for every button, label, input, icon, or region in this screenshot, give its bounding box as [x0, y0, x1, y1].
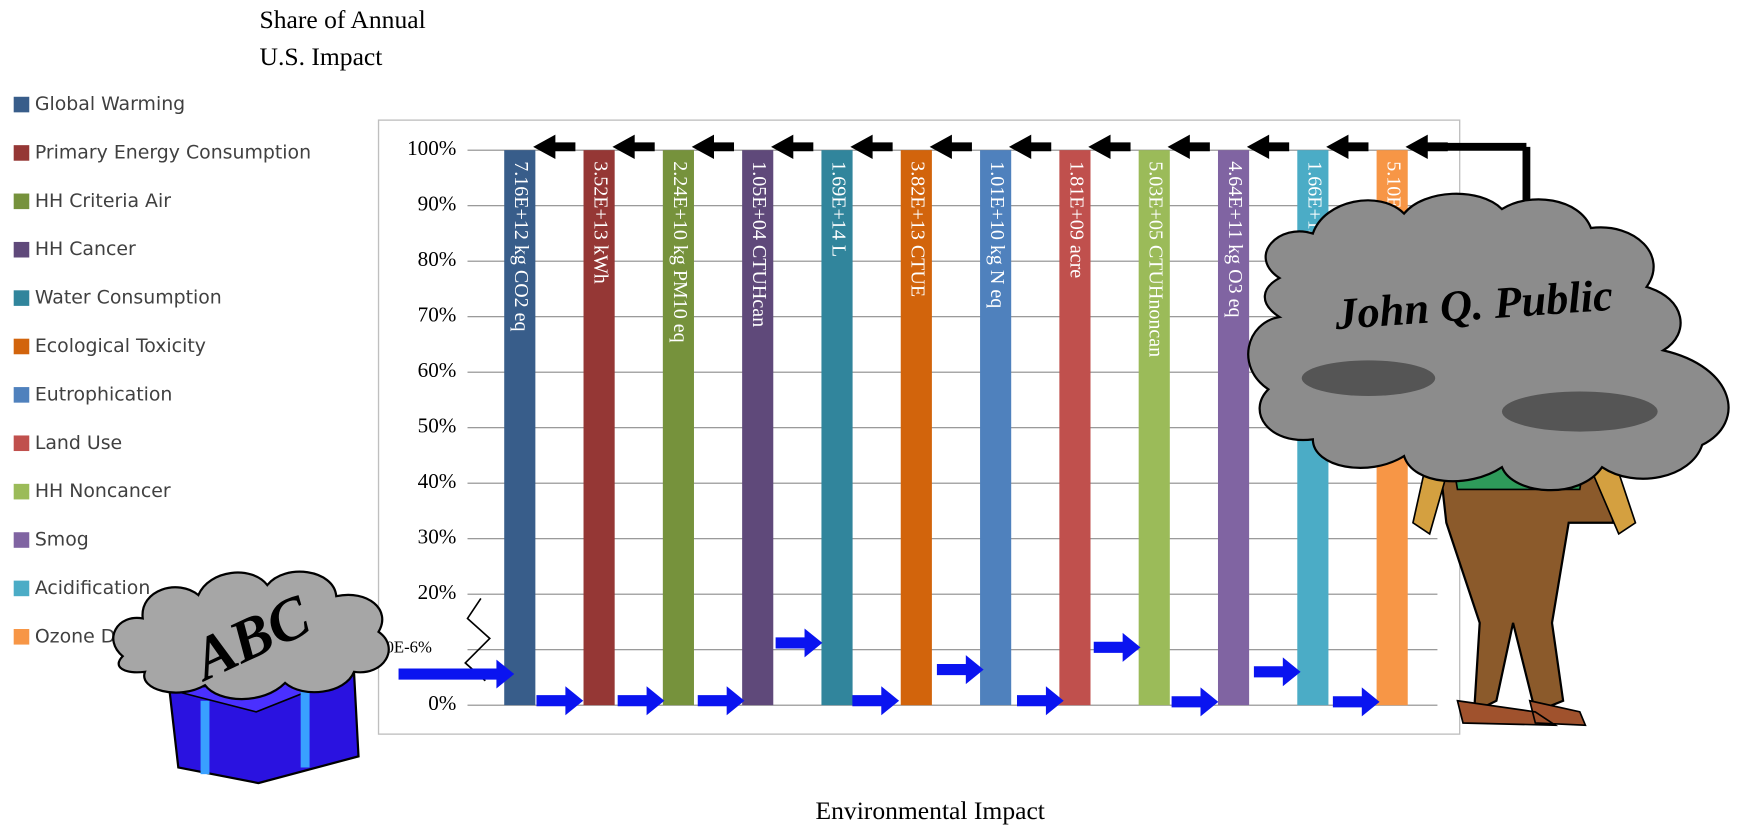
data-label: 3.82E+13 CTUE [907, 161, 929, 297]
blue-arrow [697, 686, 745, 716]
data-label: 4.64E+11 kg O3 eq [1224, 161, 1246, 317]
y-axis-label: Share of Annual [260, 5, 426, 34]
blue-arrow [936, 655, 984, 685]
black-arrow [691, 134, 735, 160]
blue-arrow [1016, 686, 1064, 716]
bar [1217, 150, 1250, 706]
bar [504, 150, 536, 706]
black-arrow [771, 134, 814, 160]
y-tick-label: 0% [428, 691, 456, 715]
legend-label: HH Noncancer [35, 480, 171, 502]
ribbon [300, 689, 310, 768]
y-tick-label: 60% [418, 358, 457, 382]
axis-break [464, 597, 491, 682]
x-axis-label: Environmental Impact [816, 796, 1045, 825]
legend-label: Primary Energy Consumption [35, 141, 311, 163]
arrows [398, 134, 1527, 717]
y-tick-label: 30% [418, 525, 457, 549]
cloud-shade [1501, 391, 1658, 432]
black-arrow [1167, 134, 1210, 160]
bar [1138, 150, 1170, 706]
shoes [1456, 699, 1587, 727]
blue-arrow [1093, 632, 1141, 662]
legend-label: Smog [35, 529, 89, 551]
black-arrow [929, 134, 972, 160]
legend-swatch [13, 290, 30, 306]
cloud-shade [1301, 360, 1436, 396]
legend-label: Water Consumption [35, 287, 222, 309]
data-label: 5.03E+05 CTUHnoncan [1145, 161, 1167, 357]
black-arrow [612, 134, 655, 160]
bar [583, 150, 615, 706]
data-label: 1.05E+04 CTUHcan [748, 161, 770, 327]
data-label: 3.52E+13 kWh [590, 161, 612, 283]
y-tick-label: 70% [418, 303, 457, 327]
bar [900, 150, 932, 706]
y-tick-label: 80% [418, 247, 457, 271]
blue-arrow [617, 686, 665, 716]
abc-clipart: ABC [112, 570, 390, 785]
black-arrow [1405, 134, 1448, 160]
blue-arrow [1332, 687, 1380, 717]
ribbon [200, 700, 210, 775]
legend-swatch [13, 338, 30, 355]
blue-arrow [852, 686, 900, 716]
bar [1059, 150, 1091, 706]
bars: 7.16E+12 kg CO2 eq 3.52E+13 kWh 2.24E+10 k… [504, 150, 1408, 706]
cloud [1247, 192, 1730, 492]
legend-label: HH Criteria Air [35, 190, 171, 212]
cloud [112, 570, 390, 701]
blue-arrow [775, 628, 823, 658]
legend-swatch [13, 629, 30, 645]
black-arrow [1246, 134, 1290, 160]
legend-label: Eutrophication [35, 383, 173, 405]
blue-arrow [1253, 657, 1301, 687]
data-label: 7.16E+12 kg CO2 eq [510, 161, 532, 331]
blue-arrow [536, 686, 584, 716]
black-arrow [1008, 134, 1052, 160]
legend-swatch [13, 532, 30, 548]
y-tick-label: 100% [407, 136, 456, 160]
black-arrow [850, 134, 893, 160]
data-label: 1.69E+14 L [827, 161, 849, 257]
bar [662, 150, 694, 706]
legend-swatch [13, 435, 30, 452]
black-arrow [533, 134, 576, 160]
legend-label: Acidification [35, 577, 151, 599]
y-tick-label: 20% [418, 580, 457, 604]
data-label: 2.24E+10 kg PM10 eq [669, 161, 691, 342]
y-axis-label: U.S. Impact [260, 42, 383, 71]
legend-label: HH Cancer [35, 238, 136, 260]
john-clipart: John Q. Public [1247, 146, 1730, 727]
legend-label: Ecological Toxicity [35, 335, 206, 357]
y-tick-label: 40% [418, 469, 457, 493]
blue-arrow [398, 659, 515, 689]
legend-swatch [13, 580, 30, 597]
bar [742, 150, 774, 706]
black-arrow [1326, 134, 1369, 160]
legend-label: Land Use [35, 432, 122, 454]
y-tick-label: 90% [418, 192, 457, 216]
legend-label: Global Warming [35, 93, 185, 115]
bar [980, 150, 1012, 706]
blue-arrow [1171, 687, 1219, 717]
legend-swatch [13, 193, 30, 210]
legend-swatch [13, 145, 30, 161]
data-label: 1.01E+10 kg N eq [986, 161, 1008, 308]
legend-swatch [13, 483, 30, 500]
data-label: 1.81E+09 acre [1065, 161, 1087, 278]
bar [821, 150, 853, 706]
black-arrow [1088, 134, 1131, 160]
legend-swatch [13, 96, 30, 113]
legend: Global Warming Primary Energy Consumption… [13, 93, 311, 647]
legend-swatch [13, 387, 30, 403]
y-tick-label: 50% [418, 414, 457, 438]
legend-swatch [13, 241, 30, 258]
